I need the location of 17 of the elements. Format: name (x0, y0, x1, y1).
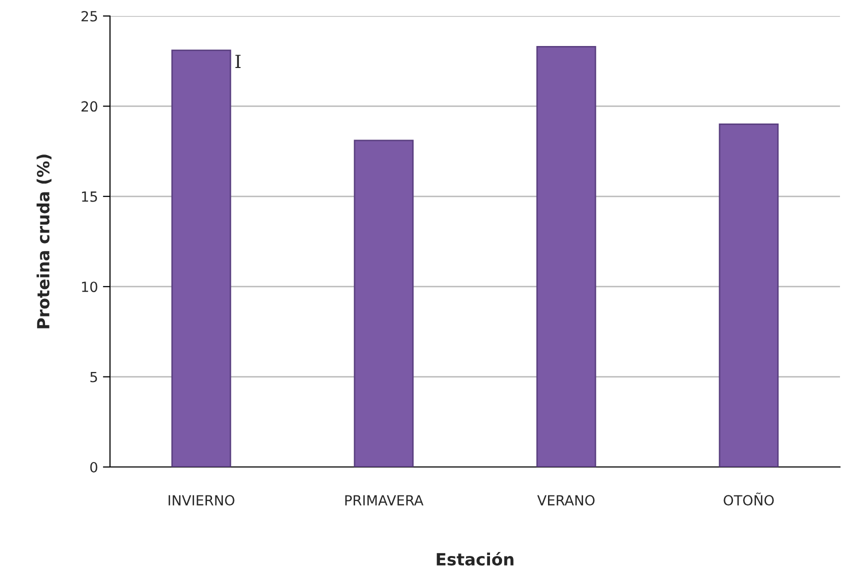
annotation: I (235, 54, 241, 68)
y-tick-label: 0 (90, 462, 98, 472)
x-tick-label: OTOÑO (724, 492, 774, 506)
y-tick-label: 5 (90, 372, 97, 382)
x-axis-title: Estación (436, 552, 514, 566)
bar (354, 140, 414, 467)
y-tick-label: 15 (82, 192, 97, 202)
x-tick-label: VERANO (537, 495, 595, 506)
bar (171, 50, 232, 467)
bar (536, 46, 596, 467)
x-tick-label: INVIERNO (168, 495, 234, 506)
y-tick-label: 20 (82, 101, 98, 112)
x-tick-label: PRIMAVERA (345, 495, 424, 506)
bar (718, 124, 779, 467)
y-axis-title: Proteina cruda (%) (36, 154, 52, 328)
y-tick-label: 25 (82, 10, 97, 22)
y-tick-label: 10 (82, 282, 98, 292)
